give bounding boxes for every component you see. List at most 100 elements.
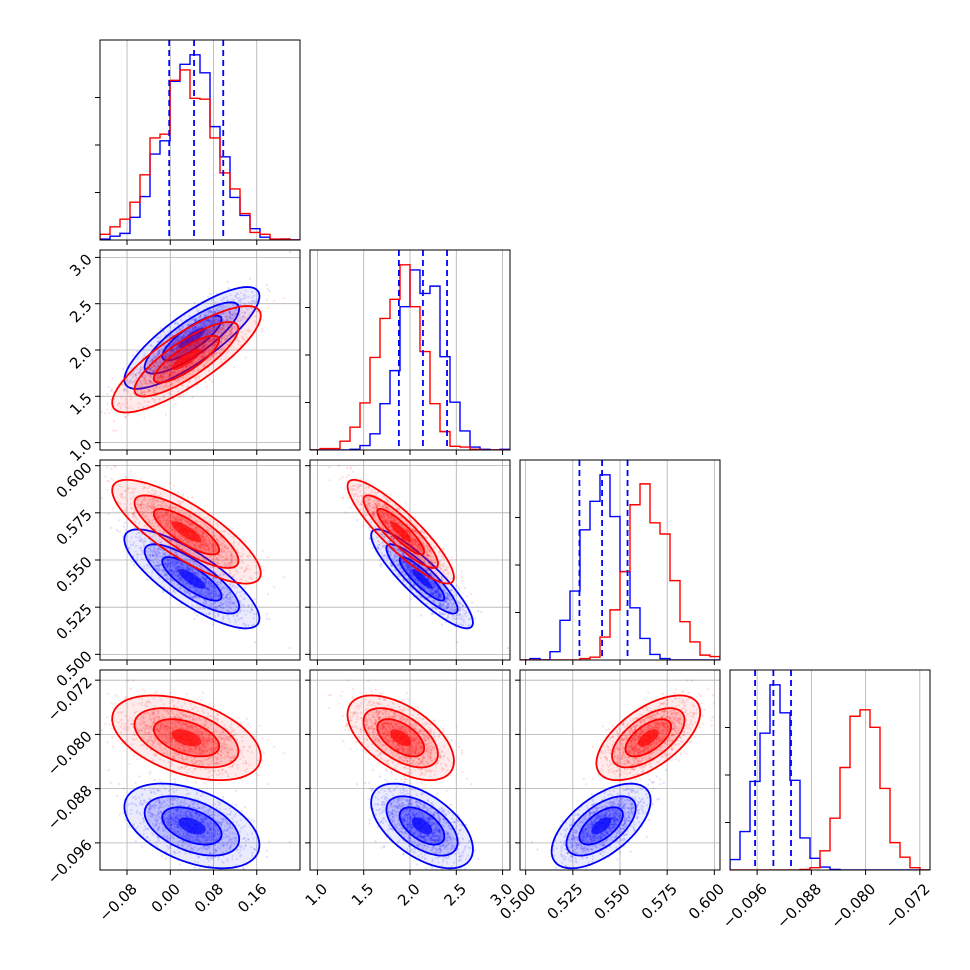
sample-point	[121, 383, 124, 386]
sample-point	[223, 335, 226, 338]
sample-point	[167, 391, 170, 394]
sample-point	[205, 346, 208, 350]
sample-point	[201, 355, 204, 358]
sample-point	[229, 331, 233, 335]
sample-point	[212, 343, 215, 346]
sample-point	[179, 352, 182, 356]
sample-point	[139, 380, 143, 383]
sample-point	[245, 317, 248, 320]
sample-point	[124, 389, 127, 392]
sample-point	[193, 344, 196, 347]
sample-point	[177, 377, 180, 380]
sample-point	[159, 347, 163, 350]
sample-point	[192, 370, 195, 373]
sample-point	[160, 367, 163, 370]
sample-point	[185, 373, 188, 376]
sample-point	[260, 327, 263, 330]
sample-point	[191, 328, 195, 331]
sample-point	[177, 355, 180, 358]
sample-point	[154, 398, 157, 401]
sample-point	[201, 351, 205, 354]
sample-point	[177, 567, 180, 570]
sample-point	[176, 559, 179, 562]
sample-point	[208, 331, 211, 334]
sample-point	[204, 343, 207, 346]
sample-point	[157, 352, 160, 355]
sample-point	[171, 358, 174, 361]
sample-point	[209, 356, 212, 359]
sample-point	[157, 340, 160, 343]
sample-point	[193, 343, 196, 347]
sample-point	[221, 327, 224, 330]
sample-point	[139, 392, 143, 395]
sample-point	[193, 346, 196, 349]
sample-point	[209, 329, 212, 332]
sample-point	[228, 340, 232, 343]
sample-point	[203, 338, 206, 341]
sample-point	[174, 321, 178, 324]
sample-point	[215, 340, 219, 343]
sample-point	[145, 374, 148, 377]
sample-point	[169, 344, 172, 348]
sample-point	[157, 360, 160, 364]
sample-point	[217, 330, 220, 333]
sample-point	[210, 320, 213, 323]
sample-point	[252, 300, 256, 303]
sample-point	[235, 328, 238, 331]
sample-point	[206, 318, 209, 321]
sample-point	[100, 410, 104, 413]
sample-point	[220, 341, 223, 344]
sample-point	[215, 330, 218, 333]
sample-point	[204, 349, 207, 352]
sample-point	[197, 343, 200, 346]
sample-point	[182, 334, 185, 337]
sample-point	[158, 361, 161, 364]
sample-point	[166, 575, 169, 578]
sample-point	[215, 351, 219, 355]
sample-point	[191, 365, 195, 368]
sample-point	[173, 340, 177, 343]
sample-point	[241, 318, 245, 321]
sample-point	[177, 378, 180, 381]
sample-point	[178, 369, 181, 373]
sample-point	[162, 374, 165, 378]
sample-point	[229, 312, 232, 315]
sample-point	[157, 397, 160, 401]
sample-point	[203, 348, 206, 351]
sample-point	[154, 365, 157, 368]
sample-point	[141, 383, 144, 386]
sample-point	[201, 349, 204, 352]
sample-point	[247, 328, 250, 331]
sample-point	[191, 396, 194, 399]
sample-point	[188, 372, 191, 375]
sample-point	[169, 384, 172, 387]
sample-point	[129, 398, 132, 401]
sample-point	[175, 331, 178, 334]
sample-point	[108, 411, 111, 414]
sample-point	[106, 488, 109, 491]
sample-point	[178, 327, 181, 330]
sample-point	[127, 383, 130, 386]
sample-point	[181, 344, 184, 348]
sample-point	[186, 342, 189, 345]
sample-point	[199, 343, 203, 346]
sample-point	[185, 377, 188, 380]
sample-point	[173, 321, 176, 325]
sample-point	[217, 318, 220, 321]
sample-point	[160, 375, 163, 379]
sample-point	[186, 385, 189, 388]
sample-point	[193, 301, 196, 305]
sample-point	[90, 410, 92, 412]
sample-point	[201, 346, 204, 349]
sample-point	[148, 376, 151, 379]
sample-point	[178, 396, 181, 399]
sample-point	[224, 344, 228, 347]
sample-point	[173, 357, 176, 360]
sample-point	[207, 350, 210, 353]
sample-point	[173, 356, 176, 359]
sample-point	[217, 349, 221, 352]
sample-point	[150, 382, 153, 385]
sample-point	[181, 335, 184, 339]
sample-point	[152, 370, 156, 373]
sample-point	[222, 324, 225, 327]
